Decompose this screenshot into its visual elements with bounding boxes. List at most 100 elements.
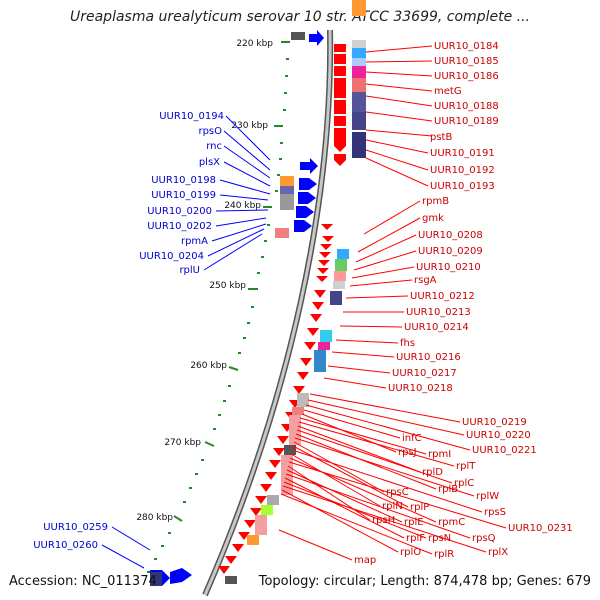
- gene-arrow[interactable]: [299, 178, 317, 190]
- gene-label[interactable]: UUR10_0216: [396, 352, 461, 363]
- gene-arrow[interactable]: [334, 44, 346, 52]
- gene-arrow[interactable]: [304, 342, 316, 350]
- gene-label[interactable]: rplU: [179, 265, 200, 276]
- gene-label[interactable]: rplF: [406, 533, 425, 544]
- gene-label[interactable]: fhs: [400, 338, 415, 349]
- gene-arrow[interactable]: [232, 544, 244, 552]
- gene-arrow[interactable]: [321, 224, 333, 230]
- gene-arrow[interactable]: [297, 372, 309, 380]
- gene-label[interactable]: infC: [402, 433, 422, 444]
- gene-arrow[interactable]: [250, 508, 262, 516]
- gene-label[interactable]: UUR10_0208: [418, 230, 483, 241]
- gene-arrow[interactable]: [334, 128, 346, 152]
- gene-arrow[interactable]: [269, 460, 281, 468]
- gene-arrow[interactable]: [238, 532, 250, 540]
- gene-arrow[interactable]: [318, 260, 330, 266]
- gene-label[interactable]: rpsS: [484, 507, 506, 518]
- gene-label[interactable]: UUR10_0199: [151, 190, 216, 201]
- gene-label[interactable]: pstB: [430, 132, 452, 143]
- gene-label[interactable]: rplT: [456, 461, 476, 472]
- gene-arrow[interactable]: [255, 496, 267, 504]
- gene-arrow[interactable]: [314, 290, 326, 298]
- gene-label[interactable]: UUR10_0192: [430, 165, 495, 176]
- gene-label[interactable]: rplN: [382, 501, 403, 512]
- gene-arrow[interactable]: [300, 158, 318, 174]
- gene-label[interactable]: UUR10_0204: [139, 251, 204, 262]
- gene-label[interactable]: rpsN: [428, 533, 451, 544]
- gene-label[interactable]: rplW: [476, 491, 499, 502]
- gene-arrow[interactable]: [334, 54, 346, 64]
- gene-arrow[interactable]: [312, 302, 324, 310]
- gene-label[interactable]: rnc: [206, 141, 222, 152]
- gene-arrow[interactable]: [273, 448, 285, 456]
- gene-label[interactable]: rplE: [404, 517, 424, 528]
- gene-arrow[interactable]: [294, 220, 312, 232]
- gene-label[interactable]: rsgA: [414, 275, 437, 286]
- gene-label[interactable]: rpsO: [198, 126, 222, 137]
- gene-label[interactable]: rpmI: [428, 449, 451, 460]
- gene-arrow[interactable]: [310, 314, 322, 322]
- gene-arrow[interactable]: [265, 472, 277, 480]
- gene-label[interactable]: metG: [434, 86, 462, 97]
- gene-label[interactable]: rplD: [422, 467, 443, 478]
- gene-label[interactable]: UUR10_0193: [430, 181, 495, 192]
- gene-label[interactable]: UUR10_0200: [147, 206, 212, 217]
- gene-label[interactable]: rpmA: [181, 236, 208, 247]
- gene-label[interactable]: rplB: [438, 484, 458, 495]
- gene-arrow[interactable]: [334, 116, 346, 126]
- gene-label[interactable]: gmk: [422, 213, 444, 224]
- gene-arrow[interactable]: [244, 520, 256, 528]
- gene-label[interactable]: UUR10_0260: [33, 540, 98, 551]
- gene-label[interactable]: UUR10_0185: [434, 56, 499, 67]
- gene-label[interactable]: UUR10_0194: [159, 111, 224, 122]
- gene-label[interactable]: UUR10_0220: [466, 430, 531, 441]
- gene-arrow[interactable]: [334, 66, 346, 76]
- gene-label[interactable]: rpsQ: [472, 533, 496, 544]
- gene-label[interactable]: plsX: [199, 157, 220, 168]
- gene-label[interactable]: map: [354, 555, 376, 566]
- gene-label[interactable]: rpmC: [438, 517, 465, 528]
- gene-label[interactable]: rplO: [400, 547, 421, 558]
- gene-arrow[interactable]: [293, 386, 305, 394]
- gene-label[interactable]: UUR10_0209: [418, 246, 483, 257]
- gene-label[interactable]: rplP: [410, 502, 429, 513]
- gene-arrow[interactable]: [170, 568, 192, 584]
- gene-label[interactable]: rpsC: [386, 487, 409, 498]
- gene-arrow[interactable]: [319, 252, 331, 258]
- gene-label[interactable]: rpsH: [372, 515, 395, 526]
- gene-label[interactable]: UUR10_0259: [43, 522, 108, 533]
- gene-label[interactable]: rplX: [488, 547, 508, 558]
- gene-label[interactable]: UUR10_0213: [406, 307, 471, 318]
- gene-arrow[interactable]: [307, 328, 319, 336]
- gene-label[interactable]: UUR10_0188: [434, 101, 499, 112]
- gene-label[interactable]: rplR: [434, 549, 454, 560]
- gene-arrow[interactable]: [298, 192, 316, 204]
- gene-label[interactable]: UUR10_0218: [388, 383, 453, 394]
- gene-label[interactable]: rplC: [454, 478, 474, 489]
- gene-arrow[interactable]: [334, 78, 346, 98]
- gene-label[interactable]: UUR10_0231: [508, 523, 573, 534]
- gene-arrow[interactable]: [300, 358, 312, 366]
- gene-arrow[interactable]: [225, 556, 237, 564]
- gene-arrow[interactable]: [334, 100, 346, 114]
- gene-label[interactable]: rpsJ: [398, 447, 417, 458]
- gene-arrow[interactable]: [334, 154, 346, 166]
- gene-label[interactable]: UUR10_0191: [430, 148, 495, 159]
- gene-label[interactable]: UUR10_0219: [462, 417, 527, 428]
- gene-arrow[interactable]: [317, 268, 329, 274]
- gene-arrow[interactable]: [260, 484, 272, 492]
- gene-arrow[interactable]: [322, 236, 334, 242]
- gene-label[interactable]: UUR10_0202: [147, 221, 212, 232]
- gene-label[interactable]: UUR10_0184: [434, 41, 499, 52]
- gene-label[interactable]: UUR10_0186: [434, 71, 499, 82]
- gene-label[interactable]: UUR10_0217: [392, 368, 457, 379]
- gene-arrow[interactable]: [296, 206, 314, 218]
- gene-arrow[interactable]: [309, 30, 324, 46]
- gene-label[interactable]: UUR10_0198: [151, 175, 216, 186]
- gene-arrow[interactable]: [277, 436, 289, 444]
- gene-label[interactable]: UUR10_0212: [410, 291, 475, 302]
- gene-arrow[interactable]: [320, 244, 332, 250]
- gene-label[interactable]: UUR10_0189: [434, 116, 499, 127]
- gene-label[interactable]: rpmB: [422, 196, 449, 207]
- gene-label[interactable]: UUR10_0210: [416, 262, 481, 273]
